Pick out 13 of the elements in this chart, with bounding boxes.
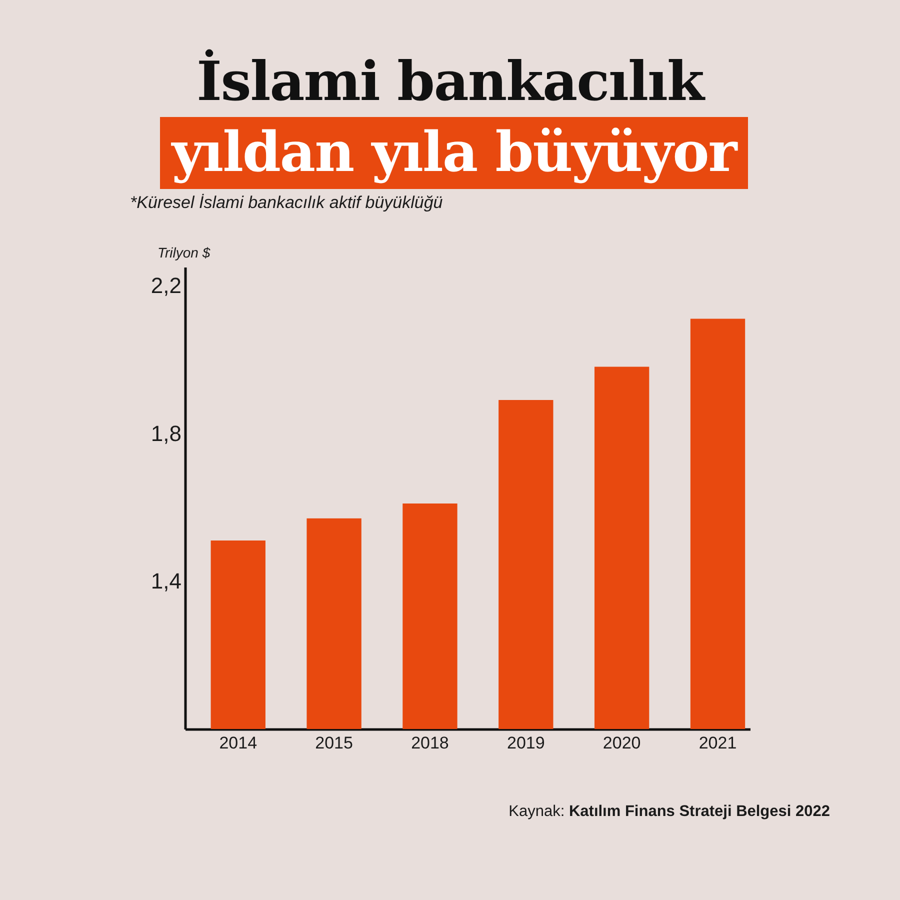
y-tick-label: 1,8 xyxy=(150,420,182,446)
chart-subtitle: *Küresel İslami bankacılık aktif büyüklüğü xyxy=(130,193,443,213)
y-tick-label: 1,4 xyxy=(150,568,182,594)
x-tick-label: 2021 xyxy=(698,734,737,752)
text: Kaynak: Katılım Finans Strateji Belgesi 2022 xyxy=(508,803,830,821)
x-tick-label: 2019 xyxy=(506,734,545,752)
x-tick-label: 2020 xyxy=(602,734,641,752)
x-tick-label: 2014 xyxy=(219,734,258,752)
chart-title: İslami bankacılık yıldan yıla büyüyor xyxy=(170,49,739,186)
y-axis-title: Trilyon $ xyxy=(158,244,210,260)
y-tick-label: 2,2 xyxy=(150,272,182,298)
x-tick-label: 2015 xyxy=(315,734,353,752)
x-tick-label: 2018 xyxy=(411,734,449,752)
